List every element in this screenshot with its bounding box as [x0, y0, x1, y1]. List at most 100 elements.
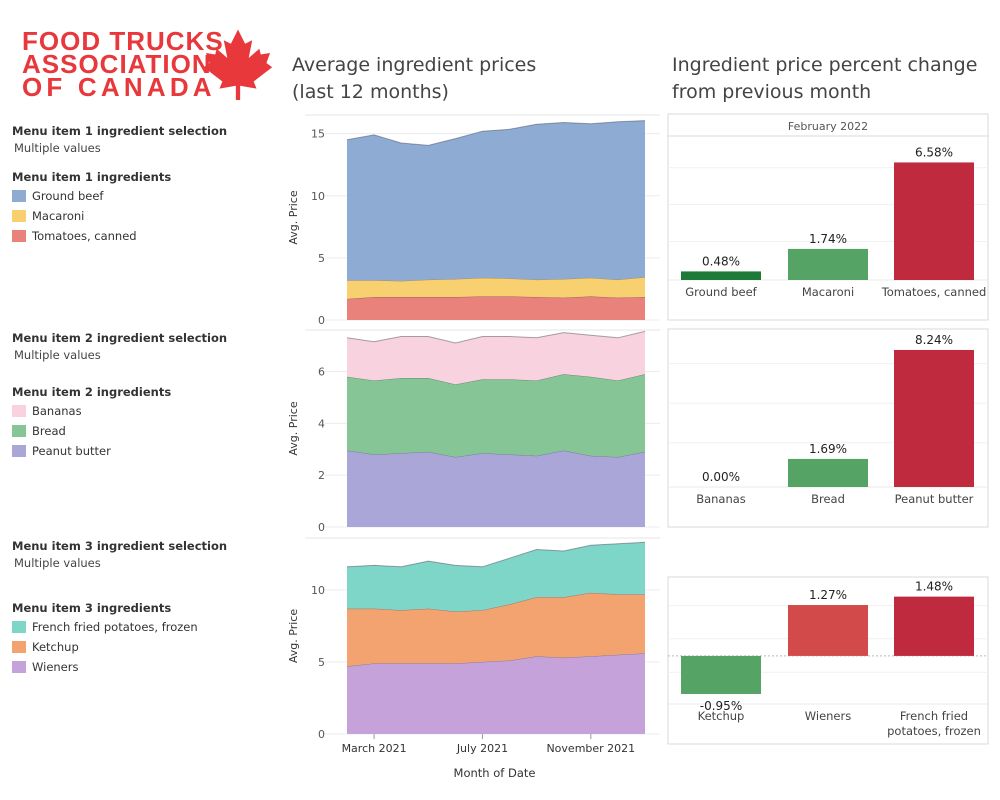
- data-label: 1.69%: [809, 442, 847, 456]
- category-label: Macaroni: [802, 285, 854, 299]
- bar: [788, 605, 868, 656]
- bar: [788, 248, 868, 280]
- y-tick-label: 0: [318, 728, 325, 741]
- legend-2: Bananas Bread Peanut butter: [12, 401, 272, 461]
- legend-swatch: [12, 210, 26, 222]
- y-axis-label: Avg. Price: [287, 609, 300, 663]
- legend-item[interactable]: Tomatoes, canned: [12, 226, 272, 246]
- category-label: Ground beef: [685, 285, 757, 299]
- legend-item[interactable]: Bread: [12, 421, 272, 441]
- y-tick-label: 10: [311, 190, 325, 203]
- area-series: [347, 374, 645, 457]
- legend-label: Tomatoes, canned: [32, 229, 137, 243]
- legend-label: French fried potatoes, frozen: [32, 620, 198, 634]
- bar: [894, 349, 974, 487]
- legend-title-2: Menu item 2 ingredients: [12, 385, 172, 399]
- selection-dropdown-3[interactable]: Multiple values: [14, 556, 101, 570]
- y-tick-label: 0: [318, 314, 325, 327]
- category-label: Bananas: [696, 492, 746, 506]
- x-axis-label: Month of Date: [454, 766, 536, 780]
- legend-swatch: [12, 641, 26, 653]
- logo-line-3: OF CANADA: [22, 72, 216, 102]
- left-title-line-1: Average ingredient prices: [292, 54, 537, 76]
- category-label: Bread: [811, 492, 845, 506]
- area-series: [347, 450, 645, 527]
- selection-label-2: Menu item 2 ingredient selection: [12, 331, 228, 345]
- legend-1: Ground beef Macaroni Tomatoes, canned: [12, 186, 272, 246]
- panel-2-controls: Menu item 2 ingredient selection Multipl…: [12, 331, 272, 461]
- area-series: [347, 277, 645, 299]
- area-series: [347, 592, 645, 667]
- area-series-line: [346, 330, 646, 344]
- x-tick-label: March 2021: [342, 742, 407, 755]
- data-label: 1.48%: [915, 580, 953, 594]
- bar: [894, 162, 974, 280]
- area-series: [347, 331, 645, 385]
- legend-item[interactable]: Ground beef: [12, 186, 272, 206]
- logo-line-1: FOOD TRUCKS: [22, 26, 224, 56]
- bar: [894, 596, 974, 656]
- area-series-line: [346, 541, 646, 568]
- legend-item[interactable]: French fried potatoes, frozen: [12, 617, 272, 637]
- category-label: Ketchup: [698, 709, 745, 723]
- legend-label: Bananas: [32, 404, 82, 418]
- x-tick-label: November 2021: [546, 742, 635, 755]
- y-tick-label: 2: [318, 469, 325, 482]
- legend-item[interactable]: Wieners: [12, 657, 272, 677]
- bar-panel-frame: [667, 576, 989, 745]
- area-series: [347, 542, 645, 612]
- legend-title-1: Menu item 1 ingredients: [12, 170, 172, 184]
- bar-panel-frame: [667, 113, 989, 321]
- panel-3-controls: Menu item 3 ingredient selection Multipl…: [12, 539, 272, 677]
- legend-swatch: [12, 425, 26, 437]
- bar: [788, 458, 868, 487]
- data-label: 0.00%: [702, 470, 740, 484]
- selection-label-1: Menu item 1 ingredient selection: [12, 124, 228, 138]
- legend-item[interactable]: Bananas: [12, 401, 272, 421]
- legend-swatch: [12, 230, 26, 242]
- y-tick-label: 0: [318, 521, 325, 534]
- legend-item[interactable]: Macaroni: [12, 206, 272, 226]
- category-label: Peanut butter: [895, 492, 974, 506]
- legend-label: Macaroni: [32, 209, 85, 223]
- legend-swatch: [12, 445, 26, 457]
- selection-dropdown-1[interactable]: Multiple values: [14, 141, 101, 155]
- right-title-line-1: Ingredient price percent change: [672, 54, 978, 76]
- legend-label: Ketchup: [32, 640, 79, 654]
- right-section-title: Ingredient price percent change from pre…: [672, 52, 977, 106]
- legend-swatch: [12, 190, 26, 202]
- data-label: 1.27%: [809, 588, 847, 602]
- selection-dropdown-2[interactable]: Multiple values: [14, 348, 101, 362]
- y-tick-label: 10: [311, 584, 325, 597]
- legend-label: Bread: [32, 424, 66, 438]
- category-label: Wieners: [805, 709, 851, 723]
- right-title-line-2: from previous month: [672, 81, 872, 103]
- legend-swatch: [12, 661, 26, 673]
- legend-label: Wieners: [32, 660, 79, 674]
- area-series-line: [347, 592, 645, 613]
- y-tick-label: 4: [318, 417, 325, 430]
- category-label: potatoes, frozen: [887, 724, 981, 738]
- legend-label: Ground beef: [32, 189, 104, 203]
- y-tick-label: 5: [318, 252, 325, 265]
- legend-item[interactable]: Ketchup: [12, 637, 272, 657]
- area-series: [347, 120, 645, 281]
- selection-label-3: Menu item 3 ingredient selection: [12, 539, 228, 553]
- bar: [681, 655, 761, 694]
- category-label: Tomatoes, canned: [881, 285, 987, 299]
- bar-panel-frame: [667, 328, 989, 528]
- legend-swatch: [12, 621, 26, 633]
- area-series: [347, 653, 645, 734]
- logo: FOOD TRUCKS ASSOCIATION OF CANADA: [22, 26, 224, 102]
- panel-1-controls: Menu item 1 ingredient selection Multipl…: [12, 124, 272, 246]
- legend-label: Peanut butter: [32, 444, 111, 458]
- category-label: French fried: [900, 709, 968, 723]
- y-axis-label: Avg. Price: [287, 401, 300, 455]
- bar: [681, 271, 761, 280]
- bar-panel-header: February 2022: [788, 120, 868, 133]
- legend-item[interactable]: Peanut butter: [12, 441, 272, 461]
- maple-leaf-icon: [203, 29, 273, 100]
- area-series: [347, 296, 645, 320]
- y-tick-label: 15: [311, 128, 325, 141]
